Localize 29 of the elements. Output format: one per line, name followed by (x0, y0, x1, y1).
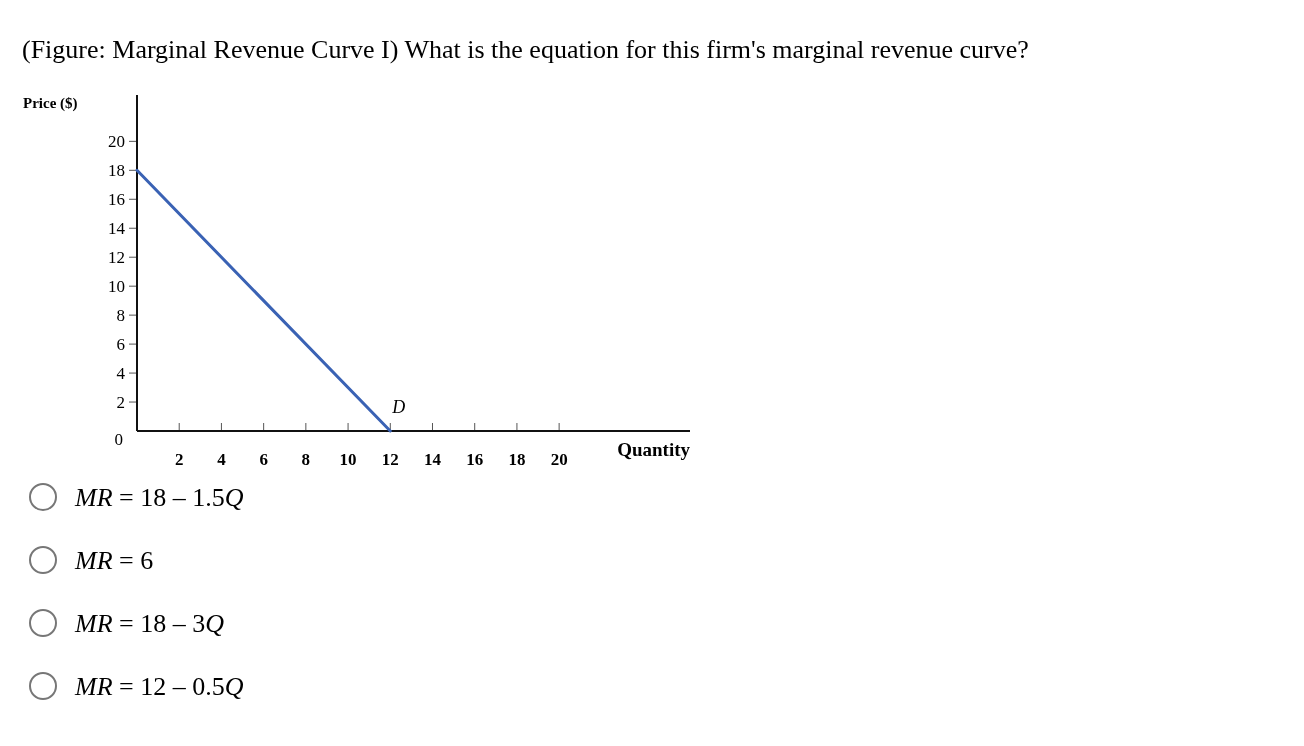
y-tick-label: 6 (116, 335, 125, 355)
y-tick-label: 0 (114, 430, 123, 449)
x-tick-label: 8 (301, 450, 311, 469)
text: MR = 12 – 0.5Q (74, 672, 244, 701)
y-tick-label: 20 (108, 132, 125, 152)
y-tick-label: 10 (108, 277, 125, 297)
y-tick-label: 14 (108, 219, 126, 239)
y-tick-label: 2 (116, 393, 125, 413)
y-tick-label: 18 (108, 161, 125, 181)
y-tick-label: 4 (116, 364, 126, 384)
x-tick-label: 20 (550, 450, 568, 469)
x-axis-title: Quantity (617, 439, 691, 460)
x-tick-label: 6 (259, 450, 268, 469)
y-tick-label: 16 (108, 190, 125, 210)
x-tick-label: 18 (508, 450, 526, 469)
x-tick-label: 4 (217, 450, 227, 469)
y-tick-label: 12 (108, 248, 125, 268)
y-axis-title: Price ($) (23, 95, 78, 112)
text: MR = 6 (74, 546, 154, 575)
x-tick-label: 10 (339, 450, 357, 469)
text: MR = 18 – 3Q (74, 609, 225, 638)
text: MR = 18 – 1.5Q (74, 483, 244, 512)
x-tick-label: 14 (424, 450, 442, 469)
y-tick-label: 8 (116, 306, 125, 326)
chart-title: (Figure: Marginal Revenue Curve I) What is the equation for this firm's marginal revenue curve? (22, 35, 1029, 64)
x-tick-label: 12 (381, 450, 399, 469)
x-tick-label: 16 (466, 450, 484, 469)
series-label: D (391, 397, 406, 417)
x-tick-label: 2 (174, 450, 184, 469)
